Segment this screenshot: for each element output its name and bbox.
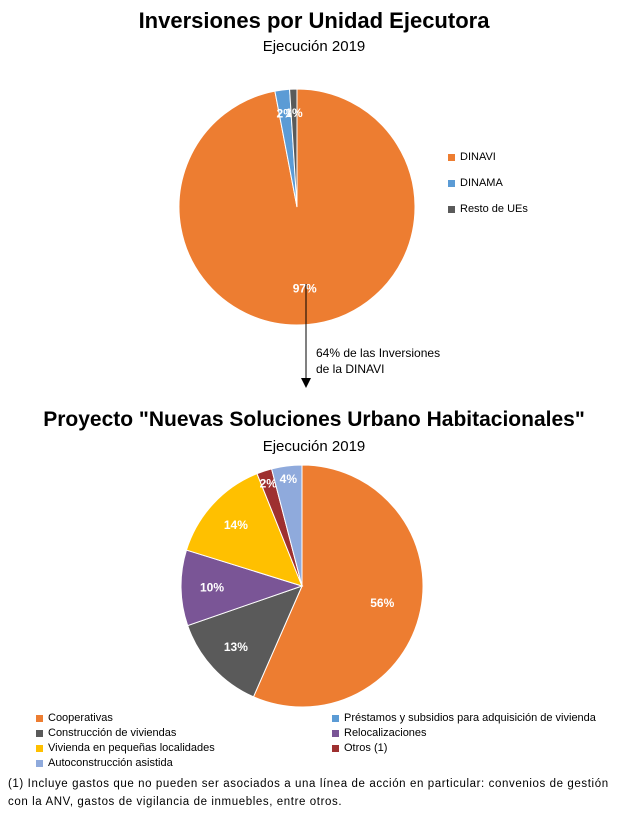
legend-item-autoconstruccion: Autoconstrucción asistida <box>36 756 332 770</box>
chart2-pie: 56% 13% 10% 14% 2% 4% <box>180 464 424 708</box>
legend-swatch <box>36 729 43 737</box>
chart1-legend: DINAVI DINAMA Resto de UEs <box>448 144 528 222</box>
legend-label: Construcción de viviendas <box>48 727 177 739</box>
data-label-dinama: 2% <box>277 107 295 121</box>
legend-label: Préstamos y subsidios para adquisición d… <box>344 712 596 724</box>
chart1-pie: 97% 2%1% <box>178 88 416 326</box>
legend-label: Relocalizaciones <box>344 727 427 739</box>
legend-swatch <box>332 729 339 737</box>
arrow-note-line2: de la DINAVI <box>316 362 385 376</box>
chart2-title: Proyecto "Nuevas Soluciones Urbano Habit… <box>43 408 585 431</box>
legend-label: Vivienda en pequeñas localidades <box>48 742 215 754</box>
legend-item-prestamos: Préstamos y subsidios para adquisición d… <box>332 711 616 725</box>
legend-item-construccion: Construcción de viviendas <box>36 726 332 740</box>
legend-swatch <box>332 714 339 722</box>
data-label-vivienda-en-pequenas-localidades: 14% <box>224 518 248 532</box>
legend-swatch <box>36 714 43 722</box>
legend-swatch <box>448 205 455 213</box>
legend-item-cooperativas: Cooperativas <box>36 711 332 725</box>
arrow-note-line1: 64% de las Inversiones <box>316 346 441 360</box>
legend-item-resto: Resto de UEs <box>448 196 528 222</box>
legend-label: Otros (1) <box>344 742 388 754</box>
pie-slice-construccion-de-viviendas <box>187 585 303 698</box>
data-label-construccion-de-viviendas: 13% <box>224 640 248 654</box>
chart2-subtitle: Ejecución 2019 <box>262 438 366 455</box>
footnote: (1) Incluye gastos que no pueden ser aso… <box>8 778 609 808</box>
data-label-otros-1: 2% <box>260 476 278 490</box>
pie-slice-resto-de-ues <box>289 88 298 208</box>
legend-item-relocalizaciones: Relocalizaciones <box>332 726 616 740</box>
legend-label: DINAMA <box>460 177 503 189</box>
legend-swatch <box>448 179 455 187</box>
chart1-title: Inversiones por Unidad Ejecutora <box>138 8 490 33</box>
arrow-head <box>301 378 311 388</box>
legend-label: DINAVI <box>460 151 496 163</box>
chart1-subtitle: Ejecución 2019 <box>262 38 366 55</box>
legend-item-pequenas-localidades: Vivienda en pequeñas localidades <box>36 741 332 755</box>
pie-slice-vivienda-en-pequenas-localidades <box>185 473 303 587</box>
legend-label: Resto de UEs <box>460 203 528 215</box>
legend-swatch <box>448 153 455 161</box>
pie-slice-relocalizaciones <box>180 549 304 627</box>
chart2-legend: Cooperativas Préstamos y subsidios para … <box>36 711 616 770</box>
connector-arrow <box>301 284 311 388</box>
data-label-relocalizaciones: 10% <box>200 580 224 594</box>
legend-swatch <box>36 744 43 752</box>
pie-slice-cooperativas <box>252 464 424 708</box>
pie-slice-autoconstruccion-asistida <box>271 464 303 587</box>
data-label-resto-de-ues: 1% <box>285 106 303 120</box>
data-label-cooperativas: 56% <box>370 596 394 610</box>
legend-label: Autoconstrucción asistida <box>48 757 173 769</box>
legend-swatch <box>332 744 339 752</box>
legend-item-otros: Otros (1) <box>332 741 616 755</box>
data-label-autoconstruccion-asistida: 4% <box>280 472 298 486</box>
legend-item-dinama: DINAMA <box>448 170 528 196</box>
data-label-dinavi: 97% <box>293 282 317 296</box>
arrow-note: 64% de las Inversiones de la DINAVI <box>316 345 476 377</box>
legend-swatch <box>36 759 43 767</box>
legend-label: Cooperativas <box>48 712 113 724</box>
legend-item-dinavi: DINAVI <box>448 144 528 170</box>
